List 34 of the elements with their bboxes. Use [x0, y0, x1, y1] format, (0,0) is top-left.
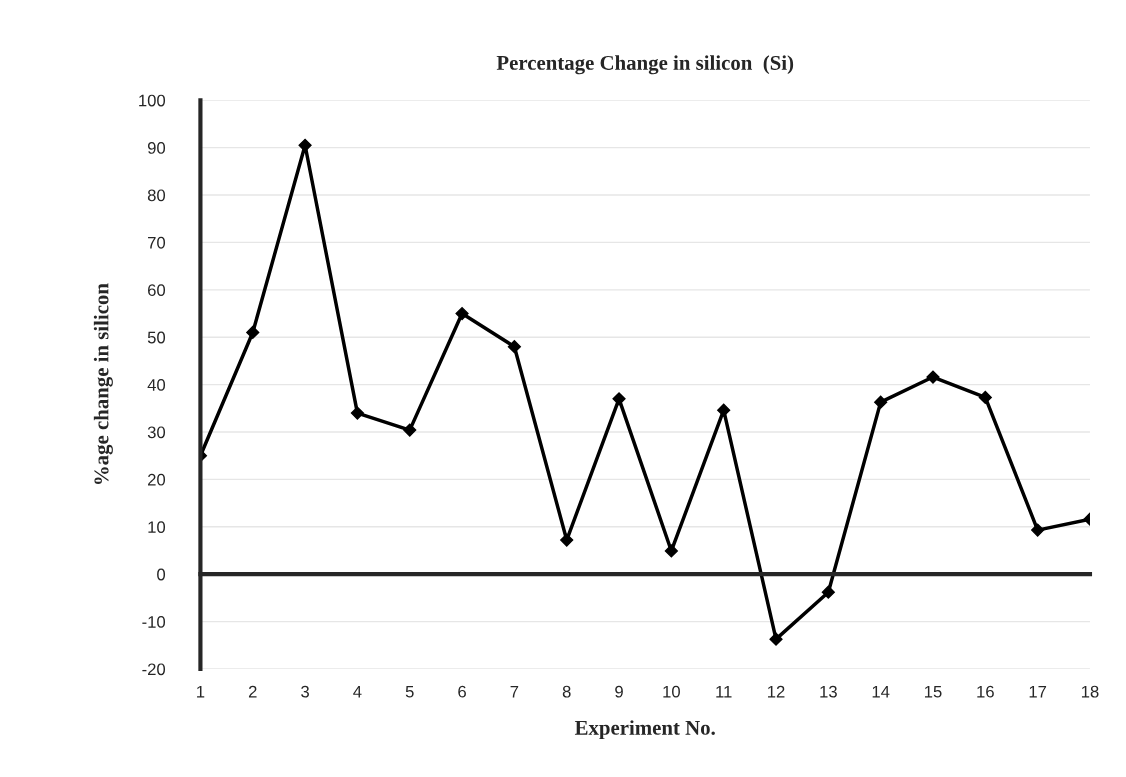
y-tick-label: 40 [147, 379, 166, 391]
x-tick-label: 14 [872, 685, 890, 698]
x-tick-label: 13 [820, 685, 837, 698]
y-tick-label: -20 [142, 663, 166, 676]
y-tick-label: 80 [147, 189, 166, 202]
x-tick-label: 11 [716, 685, 732, 698]
y-tick-label: 90 [147, 142, 166, 154]
x-tick-label: 16 [977, 685, 994, 698]
y-tick-label: 30 [147, 426, 166, 439]
x-axis-title: Experiment No. [574, 720, 715, 740]
x-tick-label: 10 [663, 685, 680, 698]
y-tick-label: 100 [139, 94, 166, 107]
x-tick-label: 6 [458, 685, 466, 698]
y-tick-label: 70 [148, 236, 166, 249]
y-tick-label: -10 [142, 616, 166, 628]
x-tick-label: 18 [1081, 685, 1099, 698]
y-tick-label: 60 [148, 284, 166, 297]
chart-title: Percentage Change in silicon (Si) [496, 55, 794, 75]
x-tick-label: 7 [510, 685, 519, 698]
x-tick-label: 3 [301, 685, 309, 698]
x-tick-label: 9 [615, 685, 623, 698]
y-axis-title: %age change in silicon [93, 283, 113, 485]
x-tick-label: 4 [353, 685, 362, 698]
x-tick-label: 12 [768, 685, 785, 698]
x-tick-label: 8 [562, 685, 571, 698]
x-tick-label: 5 [405, 685, 414, 698]
y-tick-label: 20 [148, 473, 166, 486]
x-tick-label: 2 [248, 685, 257, 698]
y-tick-label: 50 [147, 331, 166, 344]
x-tick-label: 17 [1029, 685, 1047, 698]
x-tick-label: 1 [197, 685, 205, 698]
x-tick-label: 15 [924, 685, 942, 698]
y-tick-label: 10 [148, 521, 166, 534]
y-tick-label: 0 [157, 568, 166, 581]
